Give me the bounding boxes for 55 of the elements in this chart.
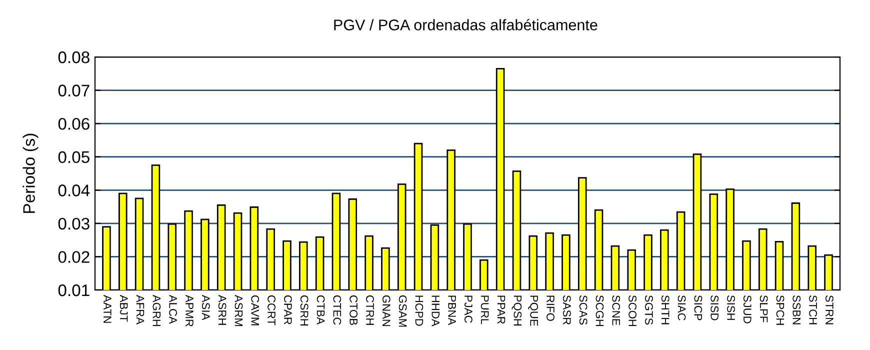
- y-tick-label: 0.02: [58, 251, 90, 263]
- x-tick-label: ASRH: [218, 294, 226, 325]
- x-tick-label: PQSH: [512, 296, 522, 326]
- x-tick-label: SCAS: [579, 295, 588, 325]
- x-tick-label: ALCA: [169, 294, 178, 324]
- x-tick-label: AFRA: [136, 294, 144, 324]
- x-tick-label: SISD: [710, 295, 719, 320]
- y-tick-label: 0.06: [58, 118, 90, 130]
- y-tick-label: 0.07: [58, 84, 90, 96]
- x-tick-label: RIFO: [546, 296, 554, 321]
- x-tick-label: SJUD: [743, 295, 752, 324]
- y-tick-label: 0.05: [58, 151, 90, 164]
- x-tick-label: CTBA: [316, 295, 325, 324]
- x-tick-label: CTOB: [350, 295, 358, 325]
- x-tick-label: PBNA: [448, 296, 456, 326]
- x-tick-label: CTEC: [333, 295, 342, 325]
- chart-title: PGV / PGA ordenadas alfabéticamente: [334, 18, 598, 30]
- x-tick-label: AATN: [104, 294, 112, 323]
- x-tick-label: CTRH: [366, 295, 374, 325]
- x-tick-label: PURL: [480, 296, 489, 324]
- x-tick-label: SGTS: [645, 295, 653, 325]
- x-tick-label: PJAC: [464, 296, 472, 323]
- x-tick-label: ASRM: [234, 294, 243, 326]
- x-tick-label: CPAR: [284, 295, 292, 324]
- y-tick-label: 0.03: [58, 218, 90, 230]
- x-tick-label: AGRH: [152, 294, 161, 326]
- x-tick-label: GSAM: [398, 295, 407, 327]
- x-tick-label: SCOH: [628, 295, 636, 326]
- x-tick-label: SIAC: [678, 295, 686, 320]
- x-tick-label: PQUE: [528, 296, 538, 326]
- x-tick-label: GNAN: [382, 295, 390, 326]
- x-tick-label: STCH: [809, 295, 817, 324]
- x-tick-label: SISH: [727, 295, 735, 320]
- x-tick-label: SASR: [562, 295, 571, 325]
- x-tick-label: SSBN: [792, 295, 801, 324]
- x-tick-label: SICP: [694, 295, 702, 320]
- x-tick-label: CSRH: [300, 295, 308, 326]
- x-tick-label: PPAR: [497, 296, 506, 324]
- x-tick-label: SCNE: [612, 295, 620, 326]
- y-tick-label: 0.04: [58, 184, 90, 196]
- x-tick-label: SPCH: [776, 295, 784, 325]
- x-tick-label: APMR: [186, 294, 194, 326]
- x-tick-label: CCRT: [268, 295, 276, 326]
- x-tick-label: ABJT: [120, 294, 128, 322]
- x-tick-label: CAVM: [251, 295, 260, 326]
- x-tick-label: HHDA: [432, 296, 440, 326]
- x-tick-label: ASIA: [202, 294, 210, 320]
- x-tick-label: SCGH: [596, 295, 604, 326]
- x-tick-label: SHTH: [661, 295, 670, 324]
- x-tick-label: HCPD: [415, 296, 424, 326]
- y-tick-label: 0.08: [58, 51, 90, 64]
- x-tick-label: STRN: [826, 295, 834, 324]
- y-tick-label: 0.01: [58, 284, 90, 296]
- y-axis-title: Periodo (s): [22, 134, 38, 213]
- x-tick-label: SLPF: [760, 295, 768, 322]
